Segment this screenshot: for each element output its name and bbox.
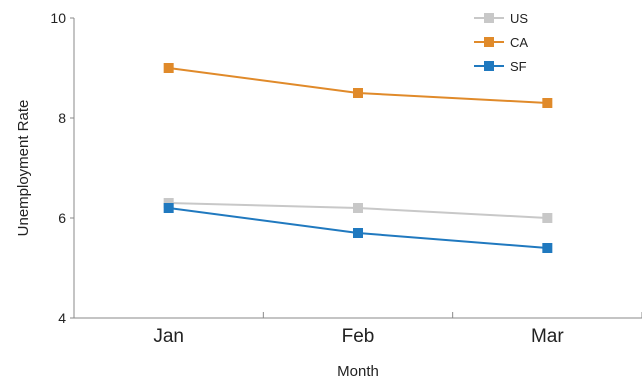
legend-item-ca[interactable]: CA: [474, 35, 528, 50]
x-axis: Jan Feb Mar: [74, 312, 642, 347]
series-sf: [163, 203, 553, 253]
legend[interactable]: US CA SF: [474, 11, 528, 74]
legend-item-us[interactable]: US: [474, 11, 528, 26]
legend-swatch-marker: [484, 13, 494, 23]
y-tick-label: 4: [58, 310, 66, 326]
series-ca: [163, 63, 553, 108]
legend-swatch-marker: [484, 61, 494, 71]
x-tick-label: Mar: [531, 326, 564, 347]
x-ticks: Jan Feb Mar: [153, 312, 642, 347]
legend-label: SF: [510, 59, 527, 74]
y-tick-label: 10: [50, 10, 66, 26]
data-point-ca[interactable]: [353, 88, 363, 98]
x-axis-title: Month: [337, 363, 379, 380]
y-tick-label: 8: [58, 110, 66, 126]
data-point-ca[interactable]: [542, 98, 553, 108]
y-tick-label: 6: [58, 210, 66, 226]
data-point-sf[interactable]: [542, 243, 553, 253]
y-ticks: 4 6 8 10: [50, 10, 74, 326]
data-point-sf[interactable]: [163, 203, 174, 213]
data-point-sf[interactable]: [353, 228, 363, 238]
legend-item-sf[interactable]: SF: [474, 59, 527, 74]
x-tick-label: Feb: [342, 326, 375, 347]
y-axis: 4 6 8 10: [50, 10, 75, 326]
data-point-us[interactable]: [542, 213, 553, 223]
data-point-us[interactable]: [353, 203, 363, 213]
plot-series: [163, 63, 553, 253]
x-tick-label: Jan: [153, 326, 184, 347]
data-point-ca[interactable]: [163, 63, 174, 73]
legend-label: US: [510, 11, 528, 26]
series-us: [163, 198, 553, 223]
y-axis-title: Unemployment Rate: [15, 100, 32, 237]
legend-swatch-marker: [484, 37, 494, 47]
legend-label: CA: [510, 35, 528, 50]
